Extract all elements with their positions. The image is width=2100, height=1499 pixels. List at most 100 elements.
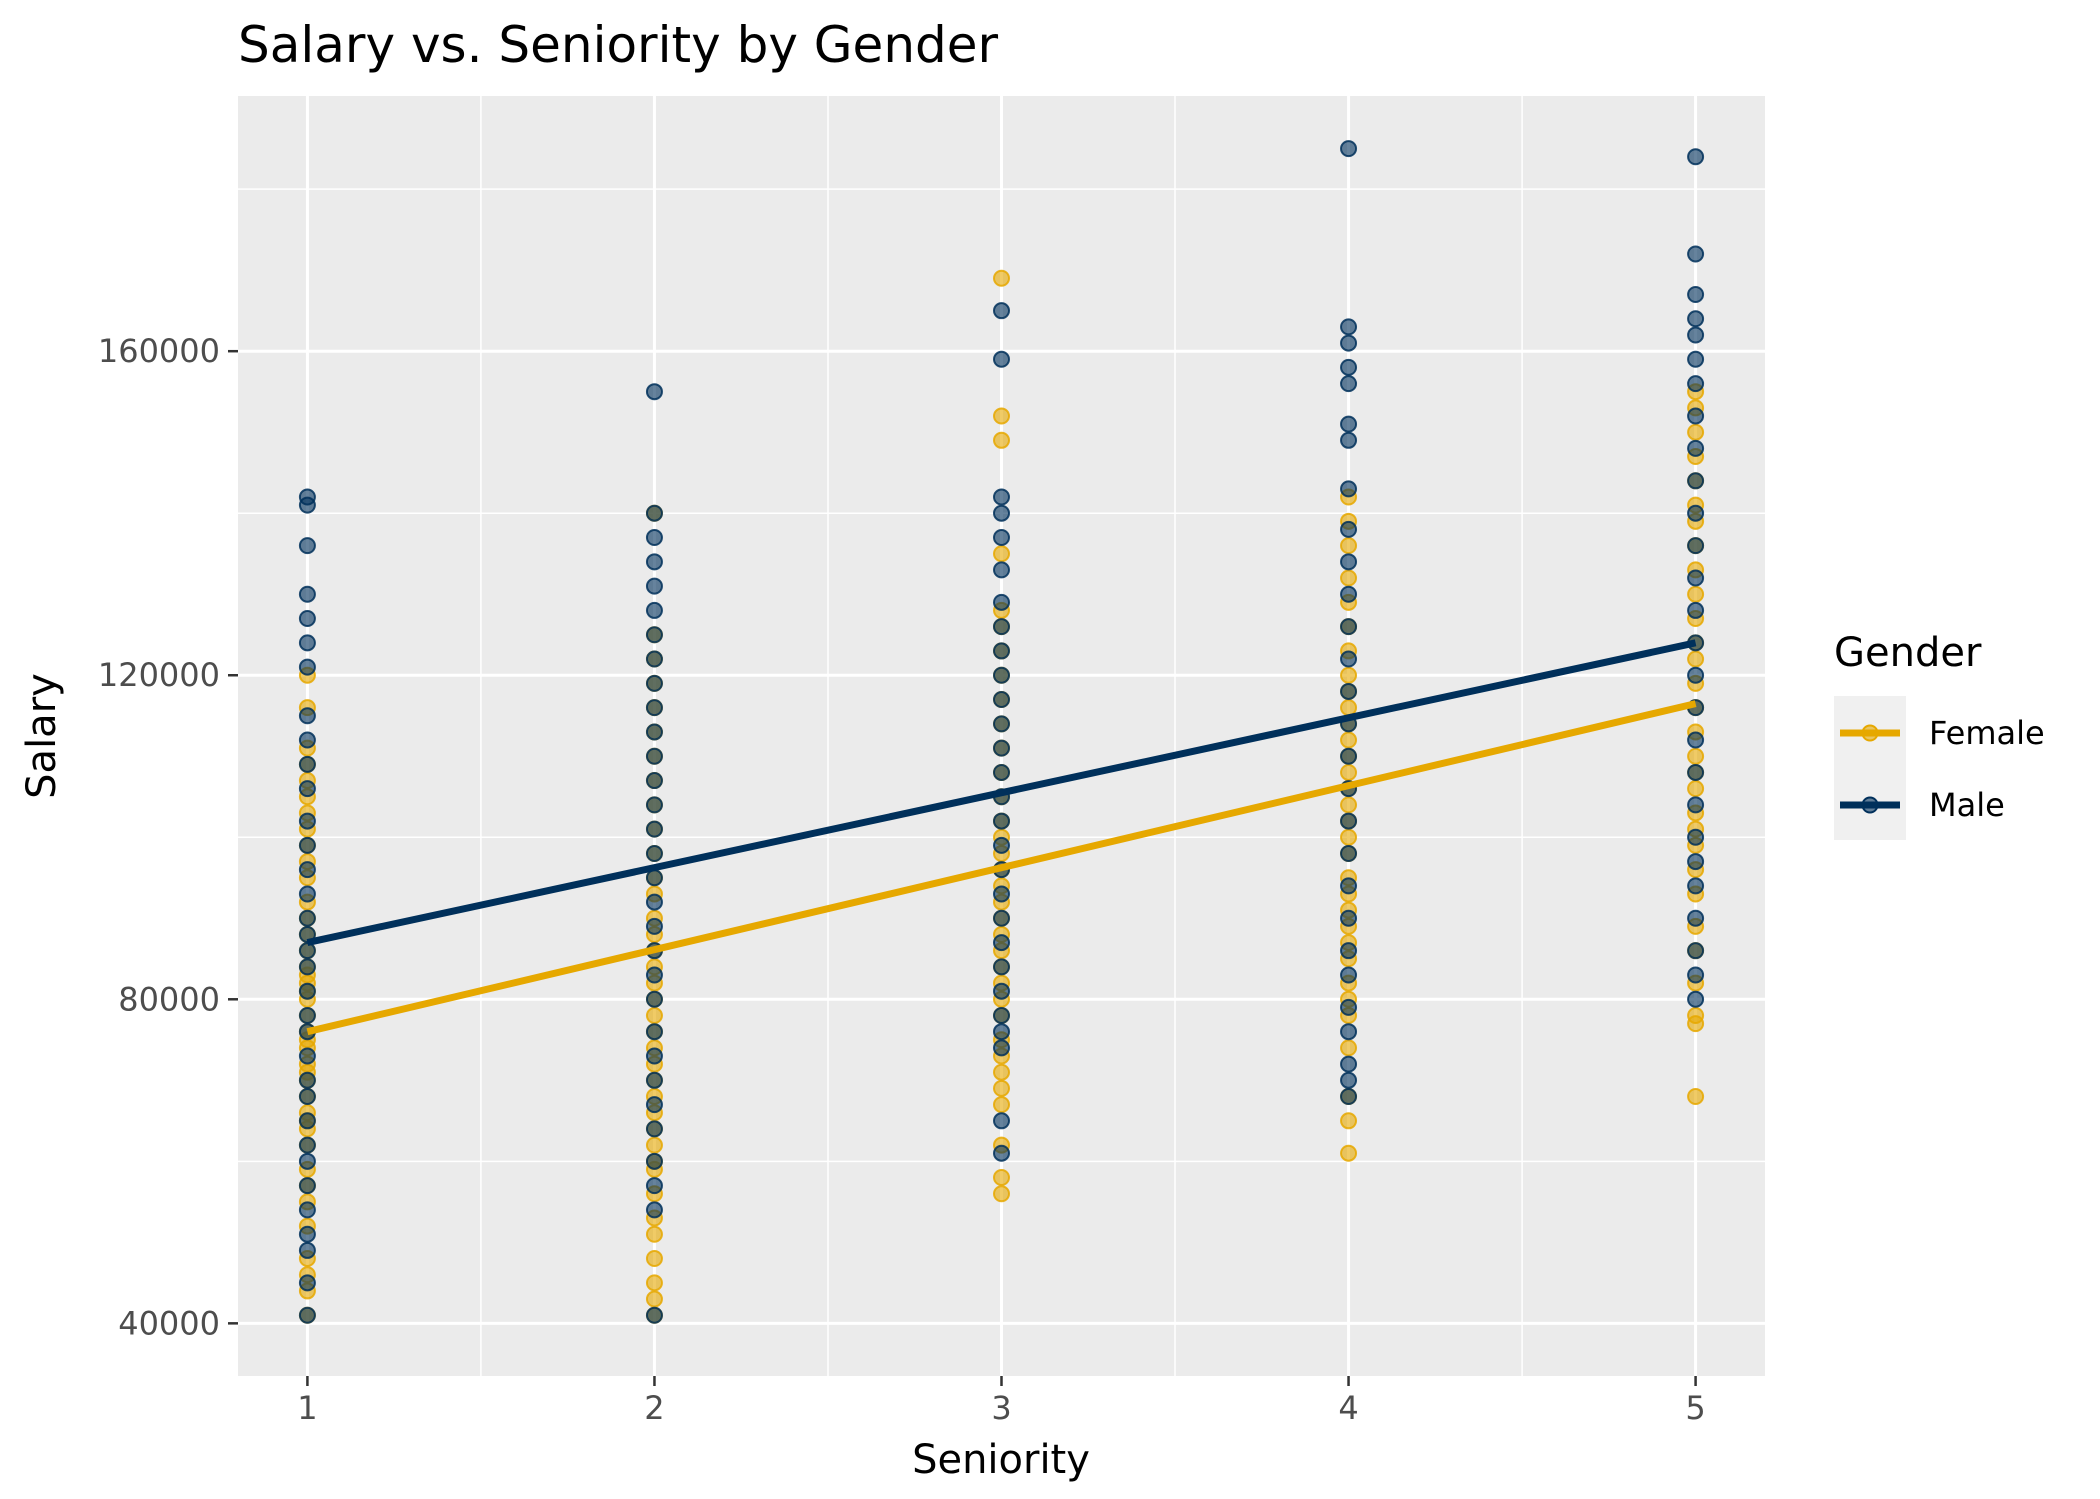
data-point-male xyxy=(1687,909,1705,927)
data-point-male xyxy=(993,982,1010,1000)
data-point-male xyxy=(1687,472,1705,490)
data-point-male xyxy=(1687,877,1705,895)
data-point-male xyxy=(645,553,663,571)
data-point-male xyxy=(993,812,1010,830)
data-point-male xyxy=(1687,731,1705,749)
data-point-male xyxy=(993,302,1010,320)
data-point-male xyxy=(993,1144,1010,1162)
x-tick-label: 5 xyxy=(1685,1389,1705,1427)
data-point-male xyxy=(645,1120,663,1138)
data-point-male xyxy=(645,796,663,814)
data-point-female xyxy=(1687,747,1705,765)
data-point-female xyxy=(1340,1144,1358,1162)
data-point-male xyxy=(298,1177,316,1195)
data-point-male xyxy=(645,504,663,522)
legend-title: Gender xyxy=(1834,630,1982,676)
data-point-male xyxy=(1340,877,1358,895)
data-point-male xyxy=(298,585,316,603)
data-point-male xyxy=(993,885,1010,903)
x-tick-label: 2 xyxy=(644,1389,664,1427)
x-tick-label: 4 xyxy=(1338,1389,1358,1427)
data-point-male xyxy=(993,350,1010,368)
data-point-male xyxy=(645,699,663,717)
legend-label-female: Female xyxy=(1929,714,2045,752)
data-point-male xyxy=(1687,990,1705,1008)
data-point-male xyxy=(298,812,316,830)
data-point-female xyxy=(1340,699,1358,717)
data-point-male xyxy=(1687,828,1705,846)
data-point-male xyxy=(298,958,316,976)
data-point-male xyxy=(298,1274,316,1292)
data-point-male xyxy=(993,666,1010,684)
data-point-female xyxy=(1340,763,1358,781)
data-point-male xyxy=(993,934,1010,952)
data-point-male xyxy=(645,1096,663,1114)
data-point-female xyxy=(1340,569,1358,587)
data-point-male xyxy=(298,707,316,725)
data-point-male xyxy=(645,966,663,984)
data-point-male xyxy=(298,1088,316,1106)
data-point-male xyxy=(1340,431,1358,449)
data-point-male xyxy=(1687,601,1705,619)
data-point-male xyxy=(1687,796,1705,814)
trend-lines xyxy=(306,639,1697,1036)
data-point-male xyxy=(1340,585,1358,603)
data-point-female xyxy=(1687,1088,1705,1106)
data-point-female xyxy=(645,1250,663,1268)
y-tick-label: 160000 xyxy=(98,332,220,370)
x-tick-label: 1 xyxy=(297,1389,317,1427)
data-point-male xyxy=(1687,966,1705,984)
data-point-male xyxy=(645,1177,663,1195)
data-point-male xyxy=(1340,682,1358,700)
data-point-male xyxy=(298,658,316,676)
y-tick-label: 80000 xyxy=(118,980,220,1018)
data-point-male xyxy=(1340,375,1358,393)
y-tick-label: 40000 xyxy=(118,1304,220,1342)
data-point-male xyxy=(298,1006,316,1024)
data-point-female xyxy=(993,407,1010,425)
data-point-male xyxy=(645,990,663,1008)
data-point-male xyxy=(993,763,1010,781)
data-point-male xyxy=(298,836,316,854)
data-point-male xyxy=(993,958,1010,976)
data-point-female xyxy=(993,1185,1010,1203)
data-point-male xyxy=(1687,407,1705,425)
data-point-male xyxy=(1340,812,1358,830)
data-point-female xyxy=(645,1274,663,1292)
data-point-male xyxy=(993,488,1010,506)
data-point-male xyxy=(645,869,663,887)
data-point-male xyxy=(1687,148,1705,166)
data-point-male xyxy=(645,577,663,595)
data-point-male xyxy=(645,626,663,644)
data-point-male xyxy=(645,383,663,401)
legend: Gender Female Male xyxy=(1834,630,2045,840)
data-point-male xyxy=(1340,618,1358,636)
data-point-male xyxy=(1340,966,1358,984)
data-point-female xyxy=(993,545,1010,563)
data-point-male xyxy=(298,1241,316,1259)
data-point-male xyxy=(1687,569,1705,587)
data-point-male xyxy=(1340,553,1358,571)
trend-line-female xyxy=(306,700,1697,1036)
data-point-female xyxy=(1687,1006,1705,1024)
data-point-female xyxy=(993,269,1010,287)
data-point-male xyxy=(1340,942,1358,960)
data-point-male xyxy=(1340,747,1358,765)
data-point-male xyxy=(1340,909,1358,927)
data-point-male xyxy=(645,772,663,790)
data-point-male xyxy=(1687,375,1705,393)
data-point-male xyxy=(645,844,663,862)
data-point-male xyxy=(1340,844,1358,862)
data-point-male xyxy=(298,982,316,1000)
data-point-male xyxy=(993,529,1010,547)
data-point-male xyxy=(993,836,1010,854)
data-point-male xyxy=(298,1201,316,1219)
data-point-male xyxy=(298,488,316,506)
data-point-male xyxy=(993,1112,1010,1130)
data-point-male xyxy=(1340,334,1358,352)
data-point-male xyxy=(1340,1088,1358,1106)
data-point-male xyxy=(645,820,663,838)
data-point-male xyxy=(298,537,316,555)
data-point-male xyxy=(298,1306,316,1324)
